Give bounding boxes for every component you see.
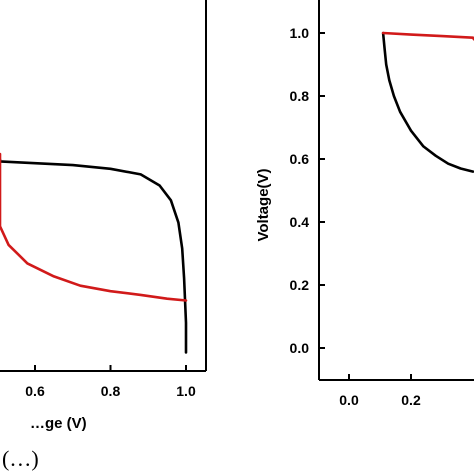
right-x-tick-label: 0.2 (401, 392, 421, 408)
right-x-tick-label: 0.0 (339, 392, 359, 408)
right-series-red-line (381, 31, 474, 41)
left-x-tick-label: 1.0 (176, 383, 196, 399)
right-y-tick-label: 0.2 (290, 277, 310, 293)
right-y-tick-label: 0.0 (290, 340, 310, 356)
right-y-tick-label: 0.4 (290, 214, 310, 230)
left-x-tick-label: 0.8 (101, 383, 121, 399)
left-series-black-line (0, 158, 188, 354)
panel-label: (…) (2, 446, 39, 471)
left-series-red-line (0, 152, 188, 302)
left-x-axis-title: …ge (V) (30, 415, 87, 432)
right-y-tick-label: 0.8 (290, 88, 310, 104)
right-y-axis-title: Voltage(V) (255, 168, 272, 241)
left-x-tick-label: 0.6 (25, 383, 45, 399)
right-series-black-line (381, 31, 474, 173)
right-y-tick-label: 0.6 (290, 151, 310, 167)
right-y-tick-label: 1.0 (290, 25, 310, 41)
